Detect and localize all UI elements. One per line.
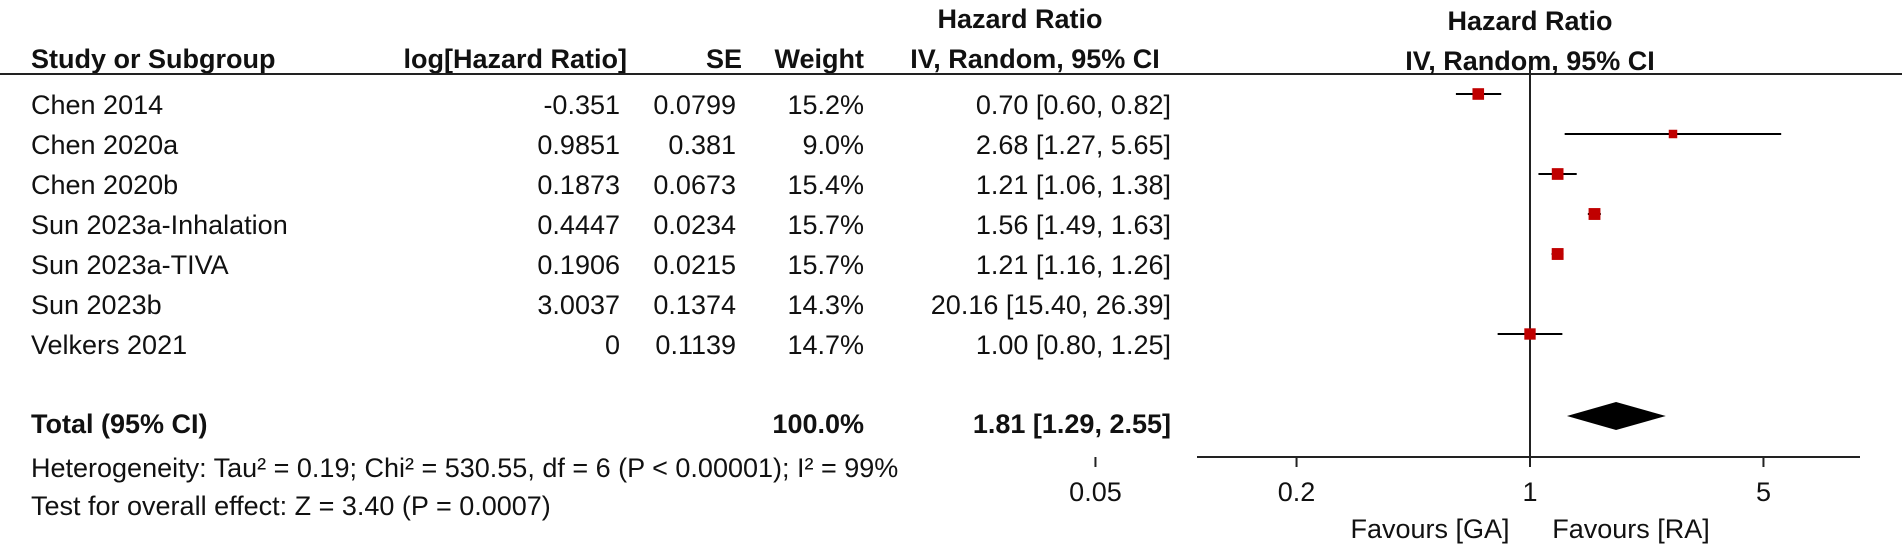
- row-se: 0.1374: [653, 290, 736, 320]
- overall-effect-text: Test for overall effect: Z = 3.40 (P = 0…: [31, 491, 551, 521]
- total-label: Total (95% CI): [31, 409, 208, 439]
- row-study: Velkers 2021: [31, 330, 188, 360]
- row-se: 0.0234: [653, 210, 736, 240]
- row-ci: 1.21 [1.16, 1.26]: [975, 250, 1171, 280]
- row-loghr: 0.4447: [537, 210, 620, 240]
- row-se: 0.0673: [653, 170, 736, 200]
- plot-title: Hazard Ratio: [1447, 6, 1612, 36]
- table-group-title: Hazard Ratio: [937, 4, 1103, 34]
- header-se: SE: [705, 44, 742, 74]
- header-loghr: log[Hazard Ratio]: [403, 44, 627, 74]
- study-marker: [1668, 129, 1678, 139]
- x-tick-label: 0.05: [1069, 477, 1122, 507]
- row-weight: 15.7%: [787, 210, 864, 240]
- row-ci: 1.00 [0.80, 1.25]: [975, 330, 1171, 360]
- row-loghr: 3.0037: [537, 290, 620, 320]
- x-tick-label: 1: [1522, 477, 1537, 507]
- row-loghr: 0.1873: [537, 170, 620, 200]
- header-study: Study or Subgroup: [31, 44, 276, 74]
- row-ci: 1.21 [1.06, 1.38]: [975, 170, 1171, 200]
- study-markers: [1455, 88, 1782, 340]
- row-weight: 15.2%: [787, 90, 864, 120]
- study-marker: [1472, 88, 1485, 100]
- total-diamond: [1566, 402, 1666, 430]
- header-weight: Weight: [774, 44, 865, 74]
- x-tick-label: 0.2: [1278, 477, 1316, 507]
- row-se: 0.0799: [653, 90, 736, 120]
- study-marker: [1524, 328, 1536, 340]
- header-ci: IV, Random, 95% CI: [910, 44, 1160, 74]
- row-ci: 0.70 [0.60, 0.82]: [975, 90, 1171, 120]
- row-study: Sun 2023b: [31, 290, 162, 320]
- row-loghr: -0.351: [543, 90, 620, 120]
- study-marker: [1551, 168, 1564, 180]
- row-loghr: 0.9851: [537, 130, 620, 160]
- row-weight: 14.7%: [787, 330, 864, 360]
- favours-right-label: Favours [RA]: [1552, 514, 1710, 544]
- row-loghr: 0: [604, 330, 620, 360]
- favours-left-label: Favours [GA]: [1350, 514, 1509, 544]
- row-weight: 9.0%: [802, 130, 864, 160]
- row-weight: 14.3%: [787, 290, 864, 320]
- total-ci: 1.81 [1.29, 2.55]: [972, 409, 1171, 439]
- row-ci: 20.16 [15.40, 26.39]: [930, 290, 1171, 320]
- x-ticks: 0.050.21520: [1069, 457, 1771, 507]
- total-weight: 100.0%: [772, 409, 864, 439]
- row-se: 0.381: [668, 130, 736, 160]
- heterogeneity-text: Heterogeneity: Tau² = 0.19; Chi² = 530.5…: [31, 453, 899, 483]
- row-study: Chen 2020a: [31, 130, 179, 160]
- x-tick-label: 5: [1756, 477, 1771, 507]
- study-marker: [1551, 248, 1564, 260]
- row-study: Chen 2020b: [31, 170, 179, 200]
- row-weight: 15.7%: [787, 250, 864, 280]
- row-ci: 2.68 [1.27, 5.65]: [975, 130, 1171, 160]
- study-marker: [1588, 208, 1601, 220]
- row-loghr: 0.1906: [537, 250, 620, 280]
- row-weight: 15.4%: [787, 170, 864, 200]
- row-study: Chen 2014: [31, 90, 164, 120]
- row-study: Sun 2023a-TIVA: [31, 250, 229, 280]
- row-se: 0.0215: [653, 250, 736, 280]
- row-study: Sun 2023a-Inhalation: [31, 210, 288, 240]
- row-se: 0.1139: [655, 330, 736, 360]
- row-ci: 1.56 [1.49, 1.63]: [975, 210, 1171, 240]
